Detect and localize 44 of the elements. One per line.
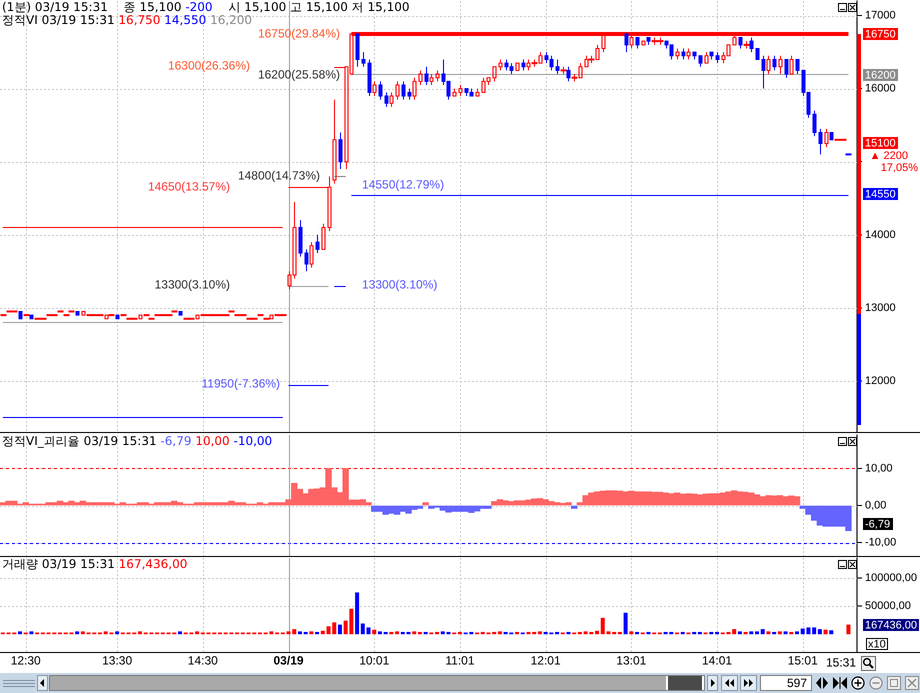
text: 정적VI 03/19 15:31 16,750 14,550 16,200: [2, 13, 252, 27]
x-tick-label: 13:30: [102, 654, 132, 668]
chart-title: 정적VI_괴리율 03/19 15:31 -6,79 10,00 -10,00: [2, 434, 272, 448]
chart-title: 거래량 03/19 15:31 167,436,00: [2, 557, 188, 571]
x-tick-label: 15:01: [788, 654, 818, 668]
x-tick-label: 12:30: [10, 654, 42, 668]
x-tick-label: 03/19: [274, 654, 304, 668]
x-tick-label: 13:01: [616, 654, 647, 668]
y-tick-label: 12000: [865, 374, 896, 387]
x-tick-label: 11:01: [445, 654, 475, 668]
text: 167436,00: [865, 620, 917, 632]
annotation: 14800(14.73%): [238, 168, 320, 182]
y-tick-label: 16000: [865, 82, 896, 95]
text: x10: [868, 638, 886, 651]
text: 15100: [865, 138, 896, 150]
x-tick-label: 12:01: [530, 654, 561, 668]
chart-title: (1분) 03/19 15:31 종 15,100 -200 시 15,100 고 15,100 저 15,100: [2, 0, 410, 14]
x-tick-label: 14:01: [702, 654, 732, 668]
y-tick-label: 10,00: [865, 462, 893, 474]
annotation: 13300(3.10%): [154, 277, 230, 292]
y-tick-label: -10,00: [865, 536, 896, 549]
annotation: 16300(26.36%): [168, 58, 250, 72]
text: ▲ 2200: [870, 150, 908, 162]
y-tick-label: 50000,00: [865, 600, 911, 612]
x-tick-label: 14:30: [188, 654, 218, 668]
y-tick-label: 17000: [865, 10, 896, 22]
annotation: 16750(29.84%): [258, 26, 340, 40]
annotation: 13300(3.10%): [362, 277, 438, 292]
text: -6,79: [865, 518, 890, 531]
y-tick-label: 13000: [865, 302, 896, 314]
text: 15:31: [826, 655, 856, 670]
text: 16200: [865, 70, 896, 82]
text: 16750: [865, 28, 896, 41]
annotation: 11950(-7.36%): [202, 376, 280, 390]
annotation: 14650(13.57%): [148, 179, 230, 194]
count-field: 597: [760, 675, 812, 691]
x-tick-label: 10:01: [359, 654, 390, 668]
text: 14550: [865, 188, 896, 201]
y-tick-label: 14000: [865, 228, 896, 241]
text: 17,05%: [880, 162, 918, 174]
annotation: 14550(12.79%): [362, 177, 444, 192]
annotation: 16200(25.58%): [258, 67, 340, 82]
y-tick-label: 100000,00: [865, 572, 917, 584]
y-tick-label: 0,00: [865, 500, 886, 512]
